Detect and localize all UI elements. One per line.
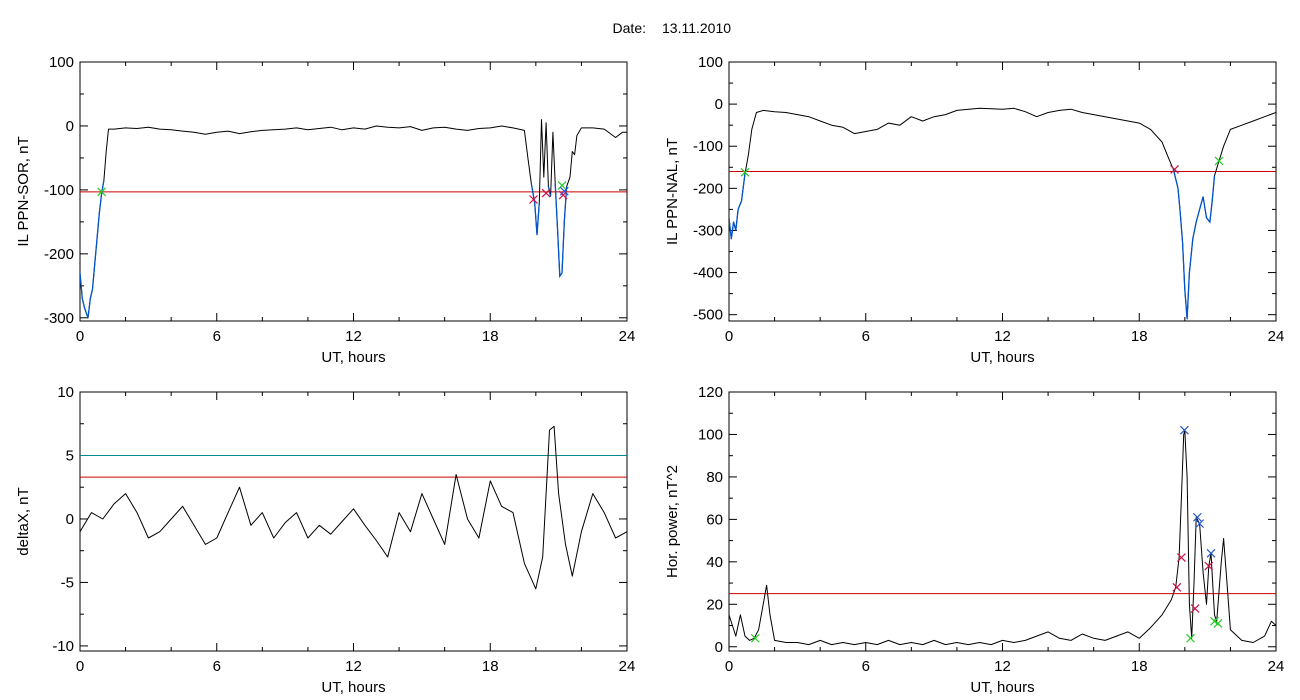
highlight-segment (80, 180, 105, 319)
x-tick-label: 18 (482, 658, 499, 675)
highlight-segment (1172, 169, 1216, 319)
y-tick-label: 20 (706, 596, 723, 613)
series-line (80, 119, 627, 319)
y-tick-label: -100 (693, 138, 723, 155)
highlight-segment (547, 186, 552, 197)
event-marker (529, 195, 538, 204)
event-marker (1190, 604, 1200, 613)
y-tick-label: 40 (706, 554, 723, 571)
event-marker (1214, 156, 1224, 166)
chart-panel-sor: 0 6 12 18 24 100 0 -100 -200 -300 UT, hours IL PPN-… (15, 54, 635, 366)
event-marker (1170, 164, 1180, 174)
y-tick-label: 100 (698, 426, 723, 443)
y-tick-label: 100 (698, 54, 723, 71)
event-marker (1195, 519, 1205, 529)
x-tick-label: 24 (619, 658, 636, 675)
y-axis-label: Hor. power, nT^2 (664, 465, 681, 578)
event-marker (97, 187, 107, 197)
y-tick-label: -10 (52, 638, 74, 655)
y-tick-label: -200 (44, 246, 74, 263)
x-tick-label: 24 (1268, 658, 1285, 675)
series-line (80, 425, 627, 590)
highlight-segment (729, 173, 746, 239)
y-tick-label: 10 (57, 384, 74, 401)
plot-frame (728, 61, 1277, 322)
series-line (729, 107, 1276, 320)
y-tick-label: 0 (715, 639, 723, 656)
x-axis-label: UT, hours (321, 679, 385, 696)
event-marker (557, 181, 567, 190)
event-marker (559, 186, 569, 196)
y-tick-label: 5 (66, 447, 74, 464)
event-marker (1213, 618, 1223, 628)
x-tick-label: 18 (1131, 658, 1148, 675)
x-tick-label: 0 (725, 658, 733, 675)
chart-panel-power: 0 6 12 18 24 120 100 80 60 40 20 0 UT, hours Hor. pow… (664, 384, 1284, 696)
y-tick-label: 0 (715, 96, 723, 113)
chart-panel-deltax: 0 6 12 18 24 10 5 0 -5 -10 UT, hours deltaX, nT (15, 384, 635, 696)
y-tick-label: -300 (44, 310, 74, 327)
x-tick-label: 0 (76, 328, 84, 345)
event-marker (541, 188, 551, 198)
y-axis-label: deltaX, nT (15, 487, 32, 555)
y-tick-label: 0 (66, 511, 74, 528)
figure-title-label: Date: (613, 20, 646, 36)
y-tick-label: -500 (693, 307, 723, 324)
x-tick-label: 24 (1268, 328, 1285, 345)
x-axis-label: UT, hours (970, 679, 1034, 696)
event-marker (1204, 561, 1214, 571)
event-marker (750, 633, 760, 643)
x-tick-label: 24 (619, 328, 636, 345)
y-tick-label: -100 (44, 182, 74, 199)
y-tick-label: -400 (693, 265, 723, 282)
y-axis-label: IL PPN-NAL, nT (664, 138, 681, 245)
highlight-segment (530, 183, 540, 235)
event-marker (1172, 582, 1182, 592)
x-tick-label: 6 (862, 328, 870, 345)
x-tick-label: 12 (345, 658, 362, 675)
x-axis-label: UT, hours (321, 349, 385, 366)
y-tick-label: -200 (693, 180, 723, 197)
event-marker (740, 167, 750, 177)
y-tick-label: 80 (706, 469, 723, 486)
event-marker (1179, 425, 1189, 435)
x-tick-label: 12 (345, 328, 362, 345)
event-marker (1176, 553, 1186, 563)
x-axis-label: UT, hours (970, 349, 1034, 366)
x-tick-label: 12 (994, 328, 1011, 345)
x-tick-label: 6 (213, 328, 221, 345)
figure-title-date: 13.11.2010 (662, 20, 731, 36)
x-tick-label: 0 (725, 328, 733, 345)
y-tick-label: 0 (66, 118, 74, 135)
event-marker (1186, 633, 1195, 643)
event-marker (1192, 512, 1202, 522)
y-axis-label: IL PPN-SOR, nT (15, 136, 32, 246)
y-tick-label: 120 (698, 384, 723, 401)
x-tick-label: 0 (76, 658, 84, 675)
x-tick-label: 18 (482, 328, 499, 345)
event-marker (1206, 548, 1216, 558)
x-tick-label: 18 (1131, 328, 1148, 345)
series-line (729, 429, 1276, 646)
x-tick-label: 6 (213, 658, 221, 675)
chart-panel-nal: 0 6 12 18 24 100 0 -100 -200 -300 -400 -500 UT, hour… (664, 54, 1284, 366)
y-tick-label: -300 (693, 222, 723, 239)
highlight-segment (554, 183, 568, 279)
x-tick-label: 12 (994, 658, 1011, 675)
y-tick-label: 100 (49, 54, 74, 71)
y-tick-label: -5 (61, 574, 74, 591)
y-tick-label: 60 (706, 511, 723, 528)
x-tick-label: 6 (862, 658, 870, 675)
